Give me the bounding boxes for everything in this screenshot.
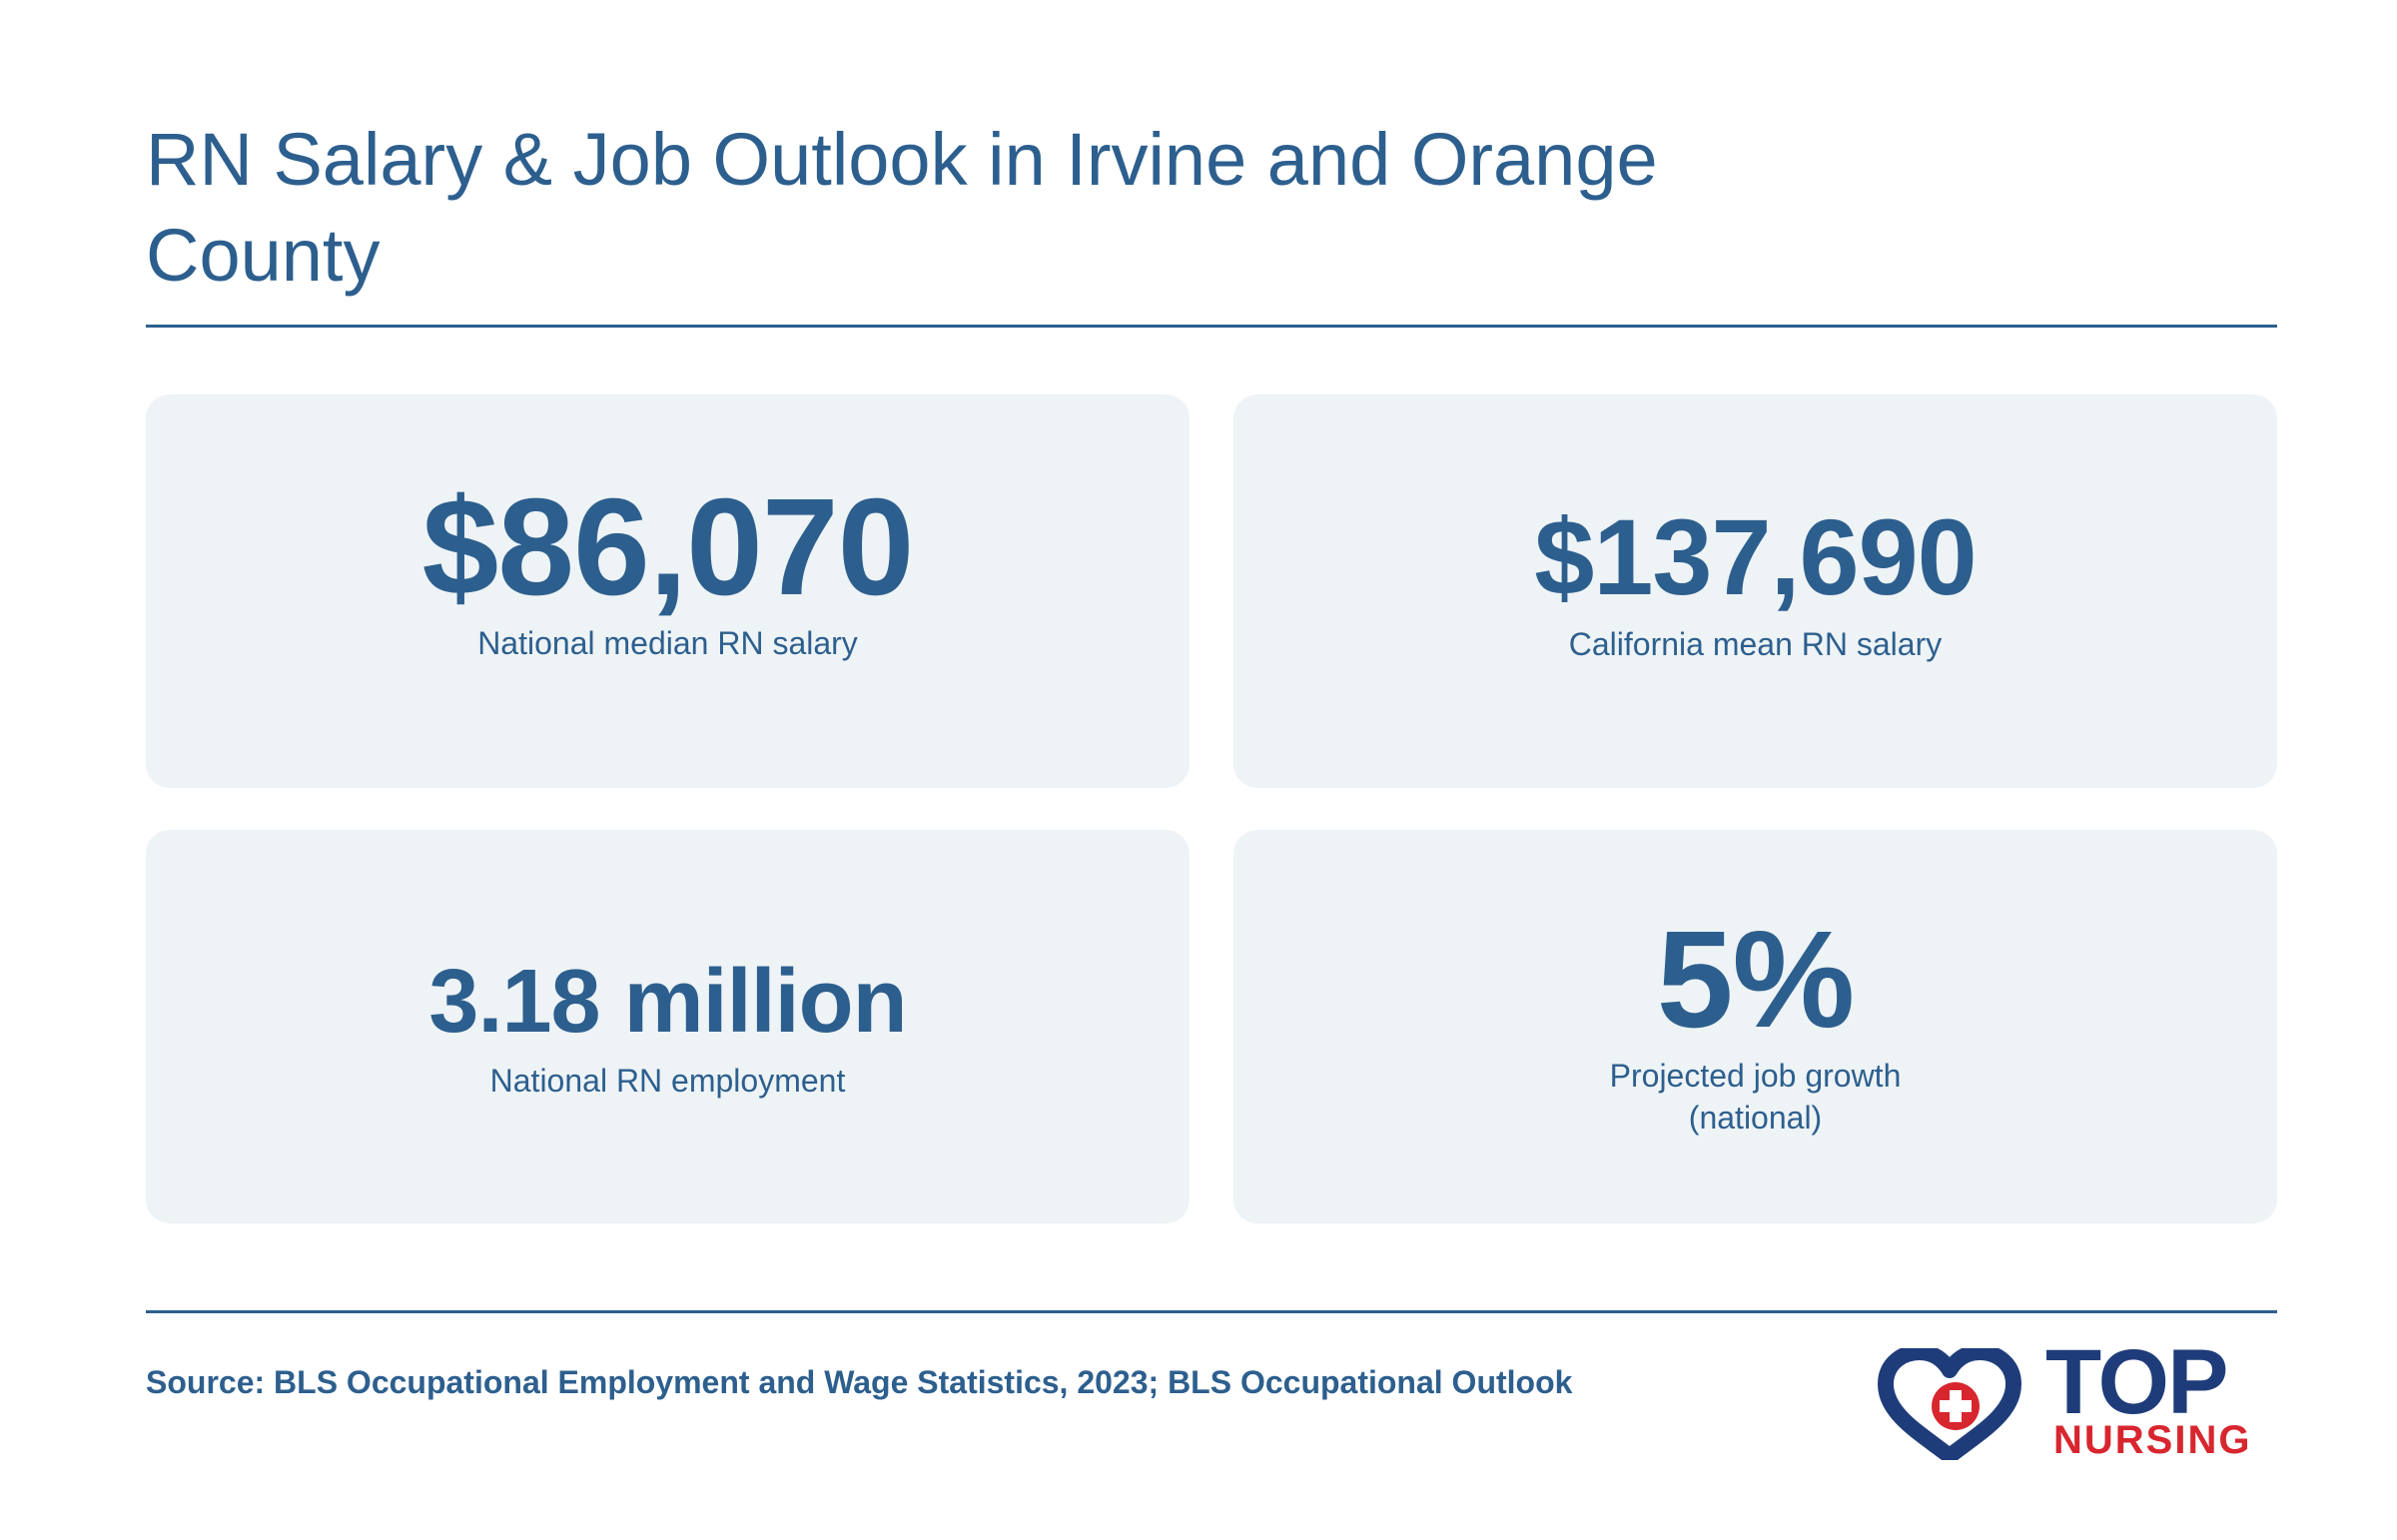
stat-value: $86,070 bbox=[421, 470, 915, 624]
title-divider bbox=[146, 325, 2277, 328]
top-nursing-logo: TOP NURSING bbox=[1878, 1334, 2277, 1464]
stat-value: $137,690 bbox=[1534, 496, 1977, 617]
logo-wordmark-nursing: NURSING bbox=[2053, 1418, 2252, 1462]
source-citation: Source: BLS Occupational Employment and … bbox=[146, 1364, 1573, 1400]
stat-card-national-median-salary: $86,070 National median RN salary bbox=[146, 394, 1190, 788]
stat-label: National RN employment bbox=[489, 1063, 846, 1099]
stat-label: National median RN salary bbox=[477, 625, 858, 661]
stat-value: 3.18 million bbox=[428, 952, 907, 1052]
heart-cross-icon bbox=[1878, 1348, 2021, 1460]
stat-value: 5% bbox=[1656, 903, 1855, 1057]
stat-card-national-employment: 3.18 million National RN employment bbox=[146, 830, 1190, 1223]
stat-label: California mean RN salary bbox=[1568, 626, 1943, 662]
stat-label: Projected job growth (national) bbox=[1609, 1058, 1902, 1136]
logo-wordmark-top: TOP bbox=[2045, 1331, 2228, 1433]
page-title: RN Salary & Job Outlook in Irvine and Or… bbox=[146, 118, 1658, 297]
stat-card-california-mean-salary: $137,690 California mean RN salary bbox=[1233, 394, 2277, 788]
stat-card-projected-job-growth: 5% Projected job growth (national) bbox=[1233, 830, 2277, 1223]
footer-divider bbox=[146, 1310, 2277, 1313]
